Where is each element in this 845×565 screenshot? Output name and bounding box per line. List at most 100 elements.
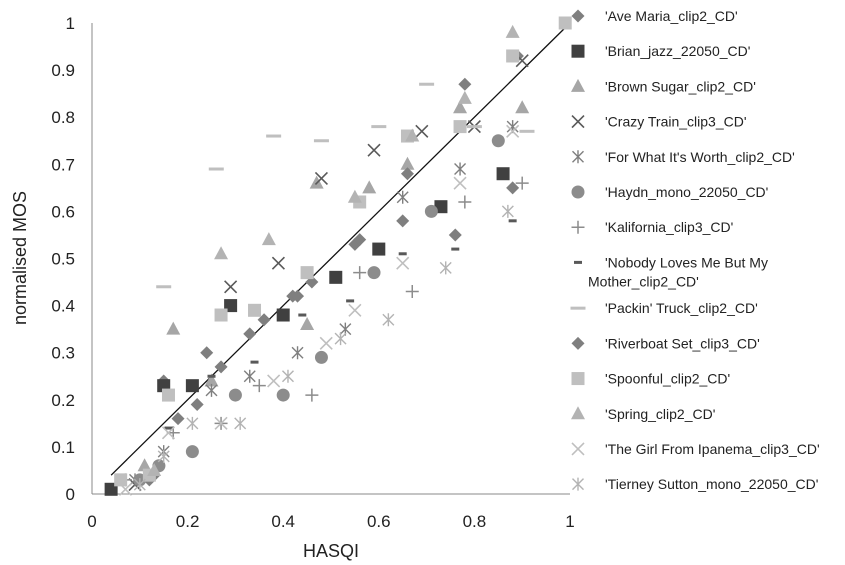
data-point: [424, 204, 438, 218]
y-axis-label: normalised MOS: [10, 191, 30, 325]
legend-marker: [571, 115, 585, 129]
data-point: [453, 120, 467, 134]
data-point: [276, 388, 290, 402]
x-tick-label: 0.8: [463, 512, 487, 531]
data-point: [190, 398, 204, 412]
data-point: [334, 332, 347, 346]
data-point: [207, 374, 216, 378]
data-point: [367, 143, 381, 157]
legend-label: 'Nobody Loves Me But My: [605, 254, 768, 270]
x-tick-label: 0: [87, 512, 96, 531]
data-point: [405, 284, 419, 298]
data-point: [415, 124, 429, 138]
data-point: [400, 156, 415, 170]
data-point: [313, 139, 329, 143]
data-point: [519, 129, 535, 133]
data-point: [214, 360, 228, 374]
data-point: [371, 125, 387, 129]
legend-marker: [571, 78, 585, 92]
data-point: [214, 416, 228, 430]
data-point: [348, 303, 362, 317]
data-point: [281, 369, 294, 383]
legend-item: 'Tierney Sutton_mono_22050_CD': [572, 476, 818, 492]
legend-marker: [571, 9, 585, 23]
data-point: [346, 299, 355, 303]
data-point: [171, 412, 185, 426]
data-point: [291, 346, 304, 360]
y-tick-label: 0.2: [51, 391, 75, 410]
legend-label: 'Crazy Train_clip3_CD': [605, 114, 747, 130]
legend-marker: [571, 442, 585, 456]
data-point: [147, 462, 162, 476]
legend-marker: [572, 150, 584, 164]
legend-label: 'The Girl From Ipanema_clip3_CD': [605, 441, 820, 457]
data-point: [267, 374, 281, 388]
legend-item: 'Haydn_mono_22050_CD': [571, 184, 768, 200]
data-point: [161, 388, 175, 402]
data-point: [133, 478, 146, 492]
legend-label: 'Haydn_mono_22050_CD': [605, 184, 768, 200]
y-tick-label: 0.9: [51, 61, 75, 80]
legend-item: 'Kalifornia_clip3_CD': [571, 219, 733, 235]
data-point: [214, 308, 228, 322]
legend-label: 'Spring_clip2_CD': [605, 406, 715, 422]
data-point: [243, 369, 256, 383]
data-point: [398, 252, 407, 256]
data-point: [362, 180, 377, 194]
data-point: [508, 219, 517, 223]
regression-line: [110, 22, 571, 476]
x-tick-label: 0.4: [271, 512, 295, 531]
data-point: [372, 242, 386, 256]
legend-item: 'Spoonful_clip2_CD': [571, 371, 730, 387]
y-tick-label: 0.5: [51, 250, 75, 269]
data-point: [347, 189, 362, 203]
legend-marker: [571, 406, 585, 420]
legend-marker: [574, 260, 582, 264]
legend-label: 'Riverboat Set_clip3_CD': [605, 335, 760, 351]
data-point: [454, 162, 467, 176]
y-tick-label: 0.4: [51, 297, 75, 316]
data-point: [453, 176, 467, 190]
data-point: [314, 171, 329, 185]
data-point: [164, 426, 173, 430]
data-point: [276, 308, 290, 322]
x-axis-label: HASQI: [303, 541, 359, 561]
data-point: [314, 350, 328, 364]
data-point: [419, 82, 435, 86]
x-tick-label: 0.6: [367, 512, 391, 531]
data-point: [396, 190, 409, 204]
data-point: [250, 360, 259, 364]
data-point: [353, 233, 367, 247]
y-tick-label: 0.6: [51, 202, 75, 221]
data-point: [515, 176, 529, 190]
legend-item: 'Riverboat Set_clip3_CD': [571, 335, 760, 351]
legend-label: 'For What It's Worth_clip2_CD': [605, 149, 795, 165]
data-point: [458, 195, 472, 209]
data-point: [396, 214, 410, 228]
data-point: [114, 473, 128, 487]
legend-item: 'For What It's Worth_clip2_CD': [572, 149, 795, 165]
data-point: [156, 285, 172, 289]
data-point: [204, 373, 219, 387]
legend-item: 'Spring_clip2_CD': [571, 406, 715, 422]
data-point: [214, 246, 229, 260]
x-tick-label: 0.2: [176, 512, 200, 531]
data-point: [137, 458, 152, 472]
legend-marker: [571, 336, 585, 350]
data-point: [367, 266, 381, 280]
data-point: [457, 90, 472, 104]
legend-item: 'Brown Sugar_clip2_CD': [571, 78, 756, 94]
data-point: [271, 256, 285, 270]
data-point: [291, 289, 305, 303]
data-point: [205, 383, 218, 397]
legend-label: 'Kalifornia_clip3_CD': [605, 219, 733, 235]
data-point: [118, 482, 133, 496]
legend-item: 'Ave Maria_clip2_CD': [571, 8, 738, 24]
legend-item: 'Brian_jazz_22050_CD': [571, 43, 750, 59]
legend: 'Ave Maria_clip2_CD' 'Brian_jazz_22050_CD…: [570, 8, 820, 492]
data-point: [300, 316, 315, 330]
data-point: [466, 125, 482, 129]
legend-label: 'Brown Sugar_clip2_CD': [605, 78, 756, 94]
data-point: [186, 416, 199, 430]
